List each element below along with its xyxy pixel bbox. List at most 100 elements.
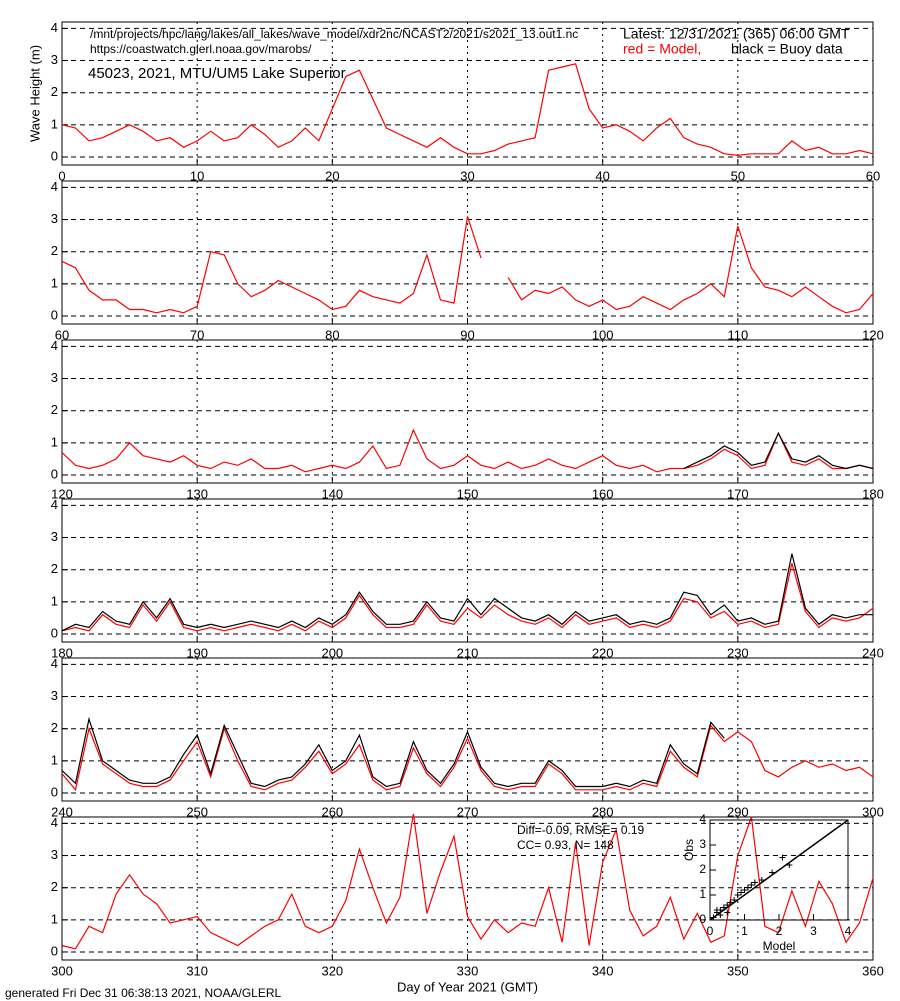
y-tick-label: 3 [51,529,58,544]
series-line [61,63,874,157]
x-tick-label: 90 [460,327,474,342]
scatter-point [720,904,727,911]
y-tick-label: 0 [51,943,58,958]
x-tick-label: 280 [592,804,614,819]
y-tick-label: 3 [51,211,58,226]
series-line [61,428,874,473]
y-tick-label: 3 [51,52,58,67]
series-line [61,563,874,632]
source-url: https://coastwatch.glerl.noaa.gov/marobs… [90,42,312,56]
scatter-point [710,914,717,921]
scatter-point [727,899,734,906]
y-tick-label: 4 [51,497,58,512]
y-tick-label: 4 [51,338,58,353]
scatter-point [713,907,720,913]
plot-frame [61,498,874,643]
x-tick-label: 300 [862,804,884,819]
series-line [683,431,874,470]
y-tick-label: 2 [51,561,58,576]
x-tick-label: 50 [731,168,745,183]
y-tick-label: 0 [51,307,58,322]
x-tick-label: 1 [741,924,748,938]
x-tick-label: 260 [321,804,343,819]
y-tick-label: 1 [51,911,58,926]
x-tick-label: 210 [457,645,479,660]
y-tick-label: 0 [51,148,58,163]
x-tick-label: 4 [845,924,852,938]
plot-frame [61,657,874,802]
y-tick-label: 2 [699,862,706,876]
scatter-point [724,909,731,916]
y-tick-label: 1 [51,275,58,290]
x-tick-label: 310 [186,963,208,978]
scatter-point [748,882,755,888]
y-tick-label: 1 [699,887,706,901]
x-tick-label: 180 [51,645,73,660]
x-tick-label: 140 [321,486,343,501]
y-tick-label: 4 [51,179,58,194]
scatter-point [779,854,786,861]
scatter-point [751,879,758,886]
y-tick-label: 0 [51,466,58,481]
x-tick-label: 200 [321,645,343,660]
scatter-point [769,869,776,876]
series-line [61,724,874,792]
station-label: 45023, 2021, MTU/UM5 Lake Superior [88,65,346,82]
scatter-point [758,877,765,883]
x-axis-label: Model [763,939,796,953]
x-tick-label: 240 [51,804,73,819]
x-tick-label: 320 [321,963,343,978]
stats: CC= 0.93, N= 148 [517,838,614,852]
latest-time: Latest: 12/31/2021 (365) 06:00 GMT [623,26,850,42]
plot-frame [61,180,874,325]
x-tick-label: 220 [592,645,614,660]
x-tick-label: 330 [457,963,479,978]
stats: Diff=-0.09, RMSE= 0.19 [517,823,645,837]
series-line [61,216,874,314]
scatter-point [734,892,741,898]
x-tick-label: 70 [190,327,204,342]
buoy-legend: black = Buoy data [731,41,843,57]
scatter-point [741,887,748,893]
x-tick-label: 150 [457,486,479,501]
scatter-point [744,884,751,891]
y-tick-label: 3 [51,370,58,385]
file-path: /mnt/projects/hpc/lang/lakes/all_lakes/w… [90,27,578,41]
x-tick-label: 0 [707,924,714,938]
x-tick-label: 360 [862,963,884,978]
y-tick-label: 3 [699,837,706,851]
x-tick-label: 110 [727,327,748,342]
y-tick-label: 1 [51,116,58,131]
x-tick-label: 290 [727,804,749,819]
y-tick-label: 4 [51,20,58,35]
y-tick-label: 1 [51,434,58,449]
y-tick-label: 2 [51,879,58,894]
scatter-point [717,912,724,918]
footer: generated Fri Dec 31 06:38:13 2021, NOAA… [5,986,281,1000]
x-tick-label: 60 [866,168,880,183]
scatter-point [786,862,793,868]
plot-frame [709,819,849,921]
x-tick-label: 250 [186,804,208,819]
y-tick-label: 1 [51,593,58,608]
x-tick-label: 30 [460,168,474,183]
scatter-point [724,902,731,908]
y-tick-label: 4 [699,812,706,826]
x-tick-label: 80 [325,327,339,342]
y-tick-label: 2 [51,243,58,258]
plot-frame [61,816,874,961]
x-axis-label: Day of Year 2021 (GMT) [397,979,538,994]
x-tick-label: 230 [727,645,749,660]
series-line [61,813,874,950]
y-tick-label: 1 [51,752,58,767]
scatter-point [731,897,738,903]
x-tick-label: 60 [55,327,69,342]
y-tick-label: 4 [51,815,58,830]
y-tick-label: 2 [51,720,58,735]
series-line [61,716,725,788]
x-tick-label: 3 [810,924,817,938]
series-line [61,553,873,632]
y-axis-label: Obs [682,839,696,861]
x-tick-label: 190 [186,645,208,660]
